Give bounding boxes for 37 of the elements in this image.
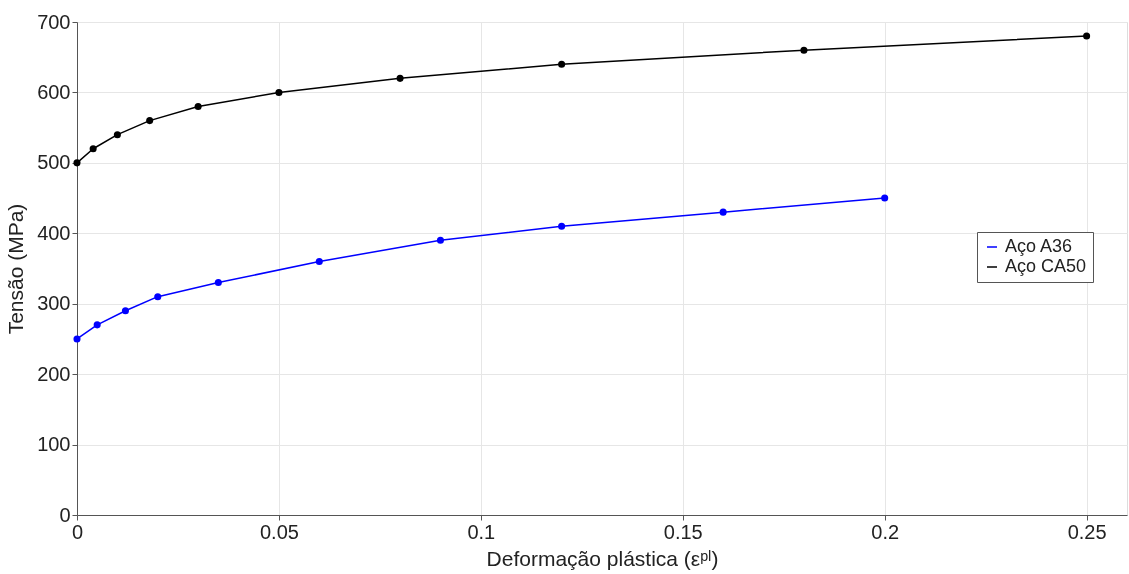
x-tick-label: 0.2 <box>871 520 900 543</box>
y-axis-title: Tensão (MPa) <box>4 203 28 335</box>
point <box>89 145 97 153</box>
x-axis-title: Deformação plástica (εᵖˡ) <box>486 546 719 570</box>
y-tick-label: 500 <box>37 151 71 174</box>
point <box>800 46 808 54</box>
point <box>558 60 566 68</box>
point <box>315 257 323 265</box>
point <box>214 279 222 287</box>
legend-label: Aço A36 <box>1005 236 1073 256</box>
point <box>154 293 162 301</box>
y-tick-label: 700 <box>37 10 71 33</box>
y-tick-label: 400 <box>37 221 71 244</box>
point <box>1083 32 1091 40</box>
point <box>93 321 101 329</box>
point <box>719 208 727 216</box>
y-tick-label: 300 <box>37 292 71 315</box>
x-tick-label: 0.15 <box>663 520 703 543</box>
point <box>275 88 283 96</box>
point <box>558 222 566 230</box>
y-tick-label: 100 <box>37 433 71 456</box>
point <box>73 335 81 343</box>
point <box>146 117 154 125</box>
point <box>121 307 129 315</box>
point <box>194 102 202 111</box>
legend-label: Aço CA50 <box>1005 256 1087 276</box>
x-tick-label: 0.25 <box>1067 520 1107 543</box>
point <box>881 194 889 202</box>
point <box>113 131 121 139</box>
point <box>436 236 444 244</box>
y-tick-label: 200 <box>37 362 71 385</box>
y-tick-label: 600 <box>37 80 71 103</box>
y-tick-label: 0 <box>59 503 71 526</box>
point <box>73 159 81 167</box>
point <box>396 74 404 82</box>
x-tick-label: 0.1 <box>467 520 496 543</box>
x-tick-label: 0.05 <box>259 520 299 543</box>
